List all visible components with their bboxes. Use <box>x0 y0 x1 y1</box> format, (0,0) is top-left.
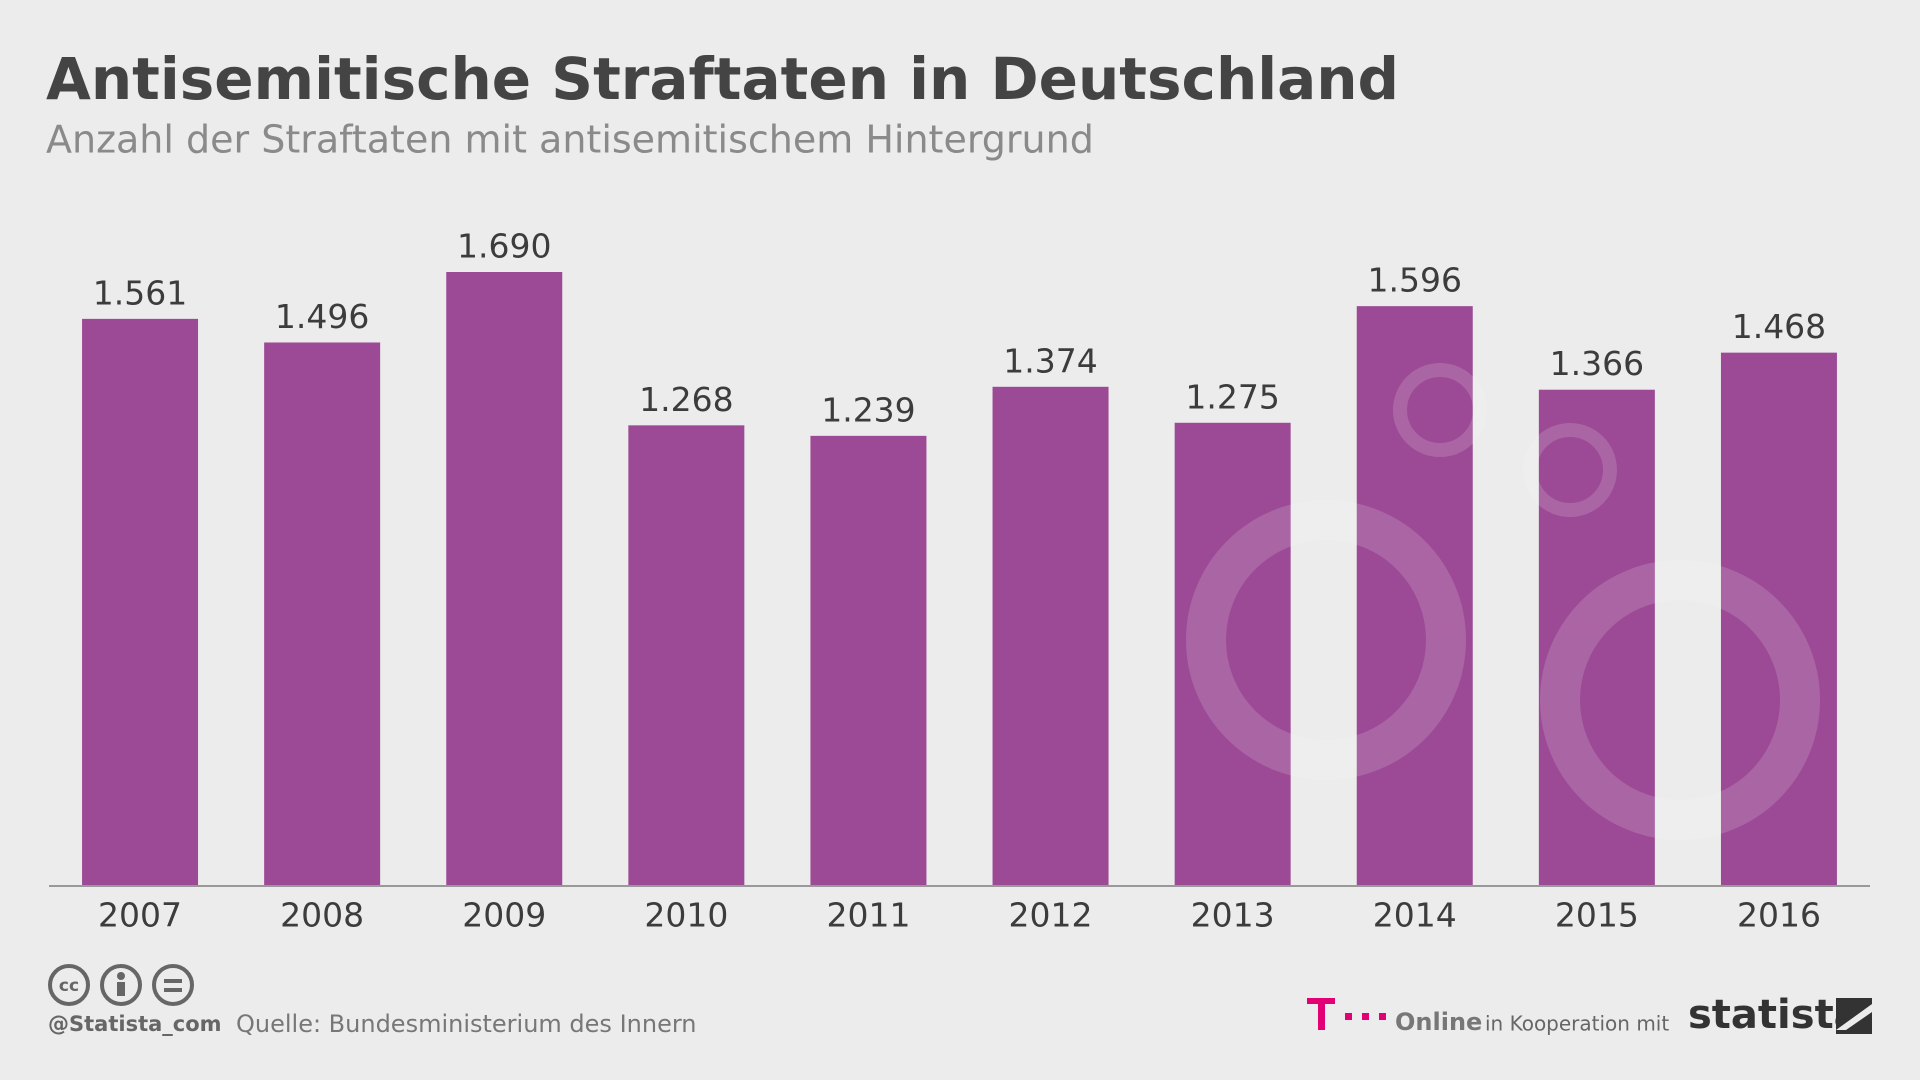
value-label: 1.275 <box>1185 377 1279 416</box>
license-text: cc <box>59 976 79 996</box>
cooperation: in Kooperation mit <box>1485 1012 1669 1036</box>
partner: Online <box>1395 1008 1482 1036</box>
x-tick-label: 2016 <box>1737 896 1821 935</box>
x-tick-label: 2015 <box>1555 896 1639 935</box>
bar <box>264 342 381 886</box>
value-label: 1.268 <box>639 380 733 419</box>
telekom-logo <box>1307 998 1386 1030</box>
bar <box>446 272 563 886</box>
value-label: 1.596 <box>1368 261 1462 300</box>
x-tick-label: 2011 <box>826 896 910 935</box>
source: Quelle: Bundesministerium des Innern <box>236 1010 697 1038</box>
chart-title: Antisemitische Straftaten in Deutschland <box>46 45 1399 113</box>
bar <box>1538 389 1655 886</box>
value-label: 1.366 <box>1550 344 1644 383</box>
bar <box>992 386 1109 886</box>
x-tick-label: 2008 <box>280 896 364 935</box>
license-icons: cc <box>48 964 194 1006</box>
chart-subtitle: Anzahl der Straftaten mit antisemitische… <box>46 118 1094 162</box>
value-label: 1.496 <box>275 297 369 336</box>
handcuffs-decoration <box>1186 363 1820 840</box>
bar <box>810 435 927 886</box>
handle: @Statista_com <box>48 1012 222 1036</box>
value-label: 1.690 <box>457 227 551 266</box>
value-label: 1.374 <box>1003 341 1097 380</box>
value-label: 1.239 <box>821 390 915 429</box>
x-tick-label: 2009 <box>462 896 546 935</box>
brand: statista <box>1688 992 1861 1038</box>
x-tick-label: 2012 <box>1009 896 1093 935</box>
bar <box>1174 422 1291 886</box>
bar <box>1720 352 1837 886</box>
x-tick-label: 2007 <box>98 896 182 935</box>
value-label: 1.468 <box>1732 307 1826 346</box>
bar <box>1356 306 1473 886</box>
plot: 1.561 2007 1.496 2008 1.690 2009 1.268 2010 1.23… <box>82 227 1837 935</box>
bar <box>628 425 745 886</box>
value-label: 1.561 <box>93 273 187 312</box>
x-tick-label: 2010 <box>644 896 728 935</box>
x-tick-label: 2013 <box>1191 896 1275 935</box>
bar <box>82 318 199 887</box>
x-tick-label: 2014 <box>1373 896 1457 935</box>
brand-logo-stripe <box>1836 1004 1872 1030</box>
